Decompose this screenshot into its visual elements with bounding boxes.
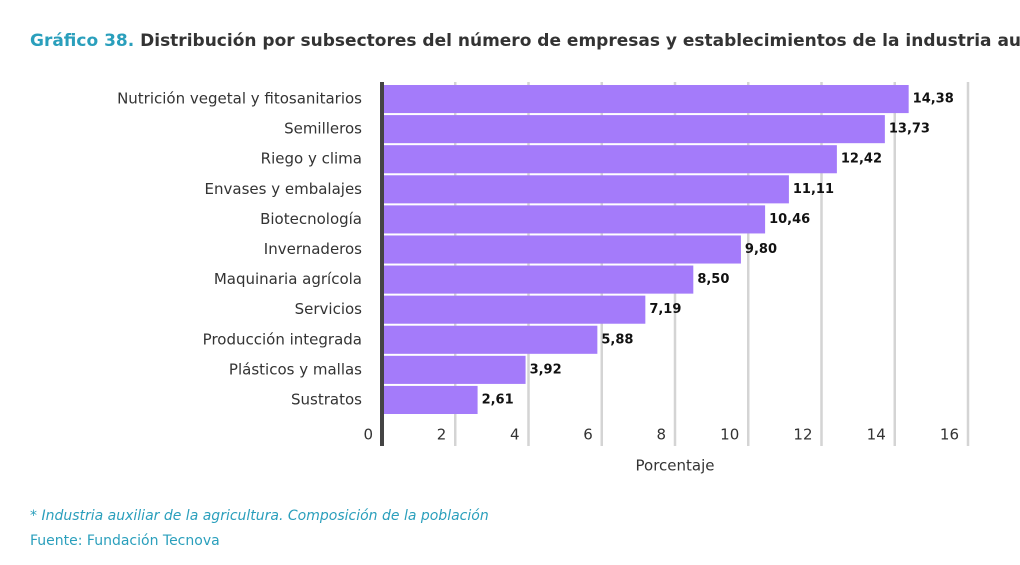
bar xyxy=(382,235,741,264)
bar xyxy=(382,385,478,414)
value-label: 5,88 xyxy=(601,332,633,347)
y-tick-label: Riego y clima xyxy=(261,150,362,168)
x-tick-label: 0 xyxy=(363,426,373,444)
y-tick-label: Semilleros xyxy=(284,120,362,138)
value-label: 8,50 xyxy=(697,272,729,287)
value-label: 2,61 xyxy=(482,392,514,407)
value-label: 13,73 xyxy=(889,122,930,137)
y-tick-label: Servicios xyxy=(295,300,363,318)
bar xyxy=(382,325,598,354)
y-tick-label: Plásticos y mallas xyxy=(229,360,362,378)
chart-title: Gráfico 38. Distribución por subsectores… xyxy=(30,31,1020,51)
bar xyxy=(382,115,885,144)
bar xyxy=(382,205,766,234)
x-tick-label: 8 xyxy=(656,426,666,444)
y-tick-label: Invernaderos xyxy=(264,240,362,258)
y-tick-label: Envases y embalajes xyxy=(205,180,363,198)
y-tick-label: Sustratos xyxy=(291,390,362,408)
value-label: 12,42 xyxy=(841,152,882,167)
bar xyxy=(382,175,789,204)
x-tick-label: 16 xyxy=(940,426,959,444)
bar xyxy=(382,265,694,294)
x-tick-label: 6 xyxy=(583,426,593,444)
footnote: * Industria auxiliar de la agricultura. … xyxy=(30,508,489,524)
value-label: 7,19 xyxy=(649,302,681,317)
x-tick-label: 14 xyxy=(867,426,886,444)
y-tick-label: Maquinaria agrícola xyxy=(214,270,362,288)
x-tick-label: 4 xyxy=(510,426,520,444)
value-label: 9,80 xyxy=(745,242,777,257)
title-prefix: Gráfico 38. xyxy=(30,31,134,51)
x-axis-label: Porcentaje xyxy=(636,457,715,475)
title-text: Distribución por subsectores del número … xyxy=(140,31,1020,51)
y-tick-label: Biotecnología xyxy=(260,210,362,228)
value-label: 10,46 xyxy=(769,212,810,227)
y-tick-label: Producción integrada xyxy=(203,330,362,348)
y-tick-label: Nutrición vegetal y fitosanitarios xyxy=(117,90,362,108)
bar xyxy=(382,295,646,324)
x-tick-label: 2 xyxy=(437,426,447,444)
value-label: 3,92 xyxy=(530,362,562,377)
bar xyxy=(382,145,837,174)
value-label: 11,11 xyxy=(793,182,834,197)
bar xyxy=(382,355,526,384)
x-tick-label: 12 xyxy=(793,426,812,444)
source: Fuente: Fundación Tecnova xyxy=(30,533,220,549)
x-tick-label: 10 xyxy=(720,426,739,444)
bar xyxy=(382,85,909,114)
value-label: 14,38 xyxy=(913,92,954,107)
